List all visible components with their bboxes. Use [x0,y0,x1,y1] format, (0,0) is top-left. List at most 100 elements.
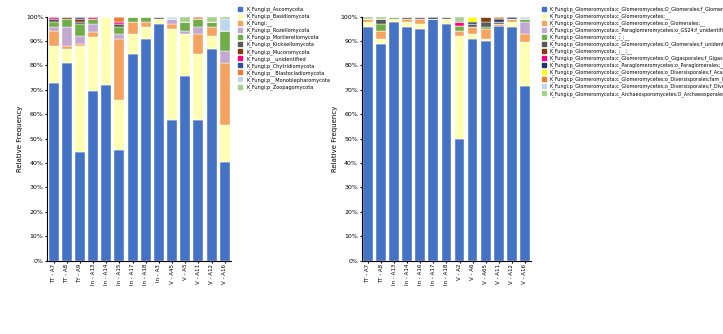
Bar [481,29,491,39]
Bar [154,17,164,19]
Bar [167,19,177,24]
Bar [520,22,530,34]
Bar [48,17,59,19]
Bar [48,19,59,22]
Bar [61,49,72,63]
Bar [75,152,85,261]
Bar [402,26,412,261]
Bar [88,32,98,37]
Bar [114,39,124,101]
Bar [180,22,190,31]
Bar [167,120,177,261]
Bar [363,22,373,26]
Bar [194,120,203,261]
Bar [416,19,425,24]
Bar [48,22,59,26]
Bar [455,36,464,139]
Bar [376,17,386,19]
Y-axis label: Relative Frequency: Relative Frequency [17,106,23,172]
Bar [88,24,98,32]
Bar [167,17,177,19]
Bar [494,26,504,261]
Bar [114,26,124,34]
Bar [141,22,150,27]
Bar [128,17,137,22]
Bar [101,17,111,85]
Bar [376,39,386,44]
Bar [520,34,530,41]
Bar [88,19,98,24]
Bar [389,19,399,22]
Bar [128,22,137,34]
Bar [114,34,124,39]
Bar [220,162,230,261]
Bar [220,125,230,162]
Bar [141,17,150,22]
Bar [128,34,137,54]
Bar [220,51,230,63]
Bar [61,63,72,261]
Bar [75,36,85,44]
Bar [114,150,124,261]
Bar [114,101,124,150]
Bar [75,17,85,19]
Bar [167,29,177,120]
Bar [468,34,477,39]
Bar [88,91,98,261]
Legend: K_Fungi;p_Glomeromycota;c_Glomeromycetes;O_Glomerales;f_Glomeraceae, K_Fungi;p_G: K_Fungi;p_Glomeromycota;c_Glomeromycetes… [541,6,723,97]
Bar [481,39,491,41]
Bar [520,87,530,261]
Bar [207,22,217,26]
Bar [48,26,59,31]
Bar [376,31,386,39]
Bar [494,24,504,26]
Bar [75,22,85,24]
Bar [194,34,203,54]
Bar [194,19,203,26]
Bar [455,139,464,261]
Bar [481,26,491,29]
Bar [61,26,72,46]
Legend: K_Fungi;p_Ascomycota, K_Fungi;p_Basidiomycota, K_Fungi;__, K_Fungi;p_Rozellomyco: K_Fungi;p_Ascomycota, K_Fungi;p_Basidiom… [237,6,331,91]
Bar [416,24,425,29]
Bar [389,17,399,19]
Bar [363,26,373,261]
Bar [507,26,517,261]
Bar [416,29,425,261]
Bar [376,19,386,24]
Bar [194,26,203,34]
Bar [442,17,451,19]
Bar [416,17,425,19]
Bar [402,19,412,22]
Bar [402,17,412,19]
Bar [376,44,386,261]
Bar [88,37,98,91]
Bar [180,31,190,34]
Bar [128,54,137,261]
Bar [389,22,399,261]
Bar [442,19,451,24]
Bar [88,17,98,19]
Bar [154,19,164,24]
Bar [494,17,504,19]
Bar [154,24,164,261]
Bar [481,41,491,261]
Bar [376,24,386,31]
Bar [442,24,451,261]
Bar [429,17,438,19]
Bar [207,49,217,261]
Bar [75,24,85,36]
Bar [220,31,230,51]
Bar [75,19,85,22]
Bar [75,44,85,46]
Bar [494,19,504,22]
Y-axis label: Relative Frequency: Relative Frequency [332,106,338,172]
Bar [468,22,477,24]
Bar [141,39,150,261]
Bar [520,19,530,22]
Bar [180,17,190,22]
Bar [507,17,517,19]
Bar [207,36,217,49]
Bar [481,22,491,26]
Bar [468,24,477,26]
